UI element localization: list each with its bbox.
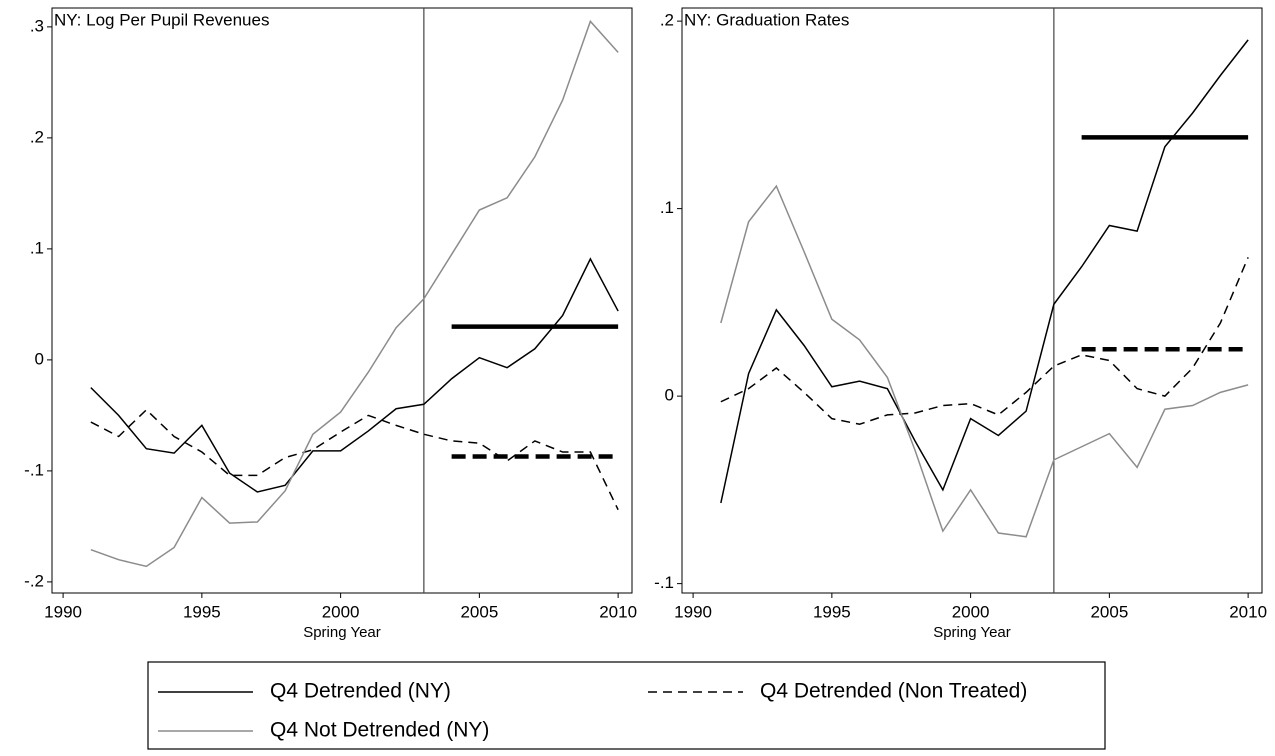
legend-box	[147, 661, 1106, 750]
y-tick-label: 0	[665, 386, 674, 405]
y-tick-label: .3	[30, 16, 44, 35]
x-axis-label: Spring Year	[303, 624, 381, 641]
y-tick-label: .2	[660, 11, 674, 30]
x-tick-label: 2010	[1229, 602, 1267, 621]
series-line	[720, 184, 1249, 538]
series-line	[720, 257, 1249, 426]
x-tick-label: 2010	[599, 602, 637, 621]
x-tick-label: 2000	[322, 602, 360, 621]
x-tick-label: 1995	[183, 602, 221, 621]
panel-title: NY: Log Per Pupil Revenues	[54, 10, 269, 29]
y-tick-label: -.1	[24, 460, 44, 479]
y-tick-label: 0	[35, 349, 44, 368]
x-axis-label: Spring Year	[933, 624, 1011, 641]
series-line	[720, 39, 1249, 504]
series-line	[90, 257, 619, 493]
legend-label: Q4 Detrended (NY)	[270, 680, 451, 703]
y-tick-label: .1	[660, 198, 674, 217]
y-tick-label: -.1	[654, 573, 674, 592]
plot-frame	[51, 7, 633, 594]
x-tick-label: 2000	[952, 602, 990, 621]
x-tick-label: 1995	[813, 602, 851, 621]
series-line	[90, 19, 619, 568]
plot-frame	[681, 7, 1263, 594]
y-tick-label: .2	[30, 127, 44, 146]
y-tick-label: .1	[30, 238, 44, 257]
x-tick-label: 1990	[674, 602, 712, 621]
legend-label: Q4 Not Detrended (NY)	[270, 719, 489, 742]
legend-label: Q4 Detrended (Non Treated)	[760, 680, 1027, 703]
x-tick-label: 1990	[44, 602, 82, 621]
series-line	[90, 408, 619, 511]
panel-title: NY: Graduation Rates	[684, 10, 849, 29]
y-tick-label: -.2	[24, 571, 44, 590]
x-tick-label: 2005	[460, 602, 498, 621]
x-tick-label: 2005	[1090, 602, 1128, 621]
